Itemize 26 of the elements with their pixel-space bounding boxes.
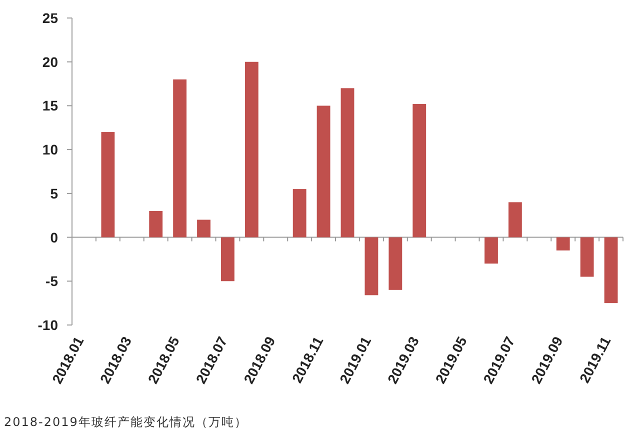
y-tick-label: -10 bbox=[38, 317, 58, 333]
y-tick-label: 20 bbox=[42, 54, 58, 70]
bar bbox=[340, 88, 354, 238]
y-tick-label: 5 bbox=[50, 185, 58, 202]
bar bbox=[580, 237, 594, 277]
bar bbox=[364, 237, 378, 296]
bar bbox=[173, 79, 187, 238]
y-tick-label: 10 bbox=[42, 142, 58, 158]
bar bbox=[556, 237, 570, 250]
y-tick-label: -5 bbox=[46, 273, 58, 290]
y-tick-label: 25 bbox=[42, 10, 58, 26]
bar bbox=[244, 62, 258, 238]
bar bbox=[197, 220, 210, 238]
bar bbox=[412, 104, 426, 238]
text: 2018-2019年玻纤产能变化情况（万吨） bbox=[4, 415, 248, 429]
bar bbox=[388, 237, 402, 290]
bar bbox=[484, 237, 498, 264]
y-tick-label: 15 bbox=[42, 98, 58, 114]
bar bbox=[316, 106, 330, 238]
bar bbox=[604, 237, 618, 304]
bar bbox=[292, 189, 306, 238]
bar bbox=[149, 210, 163, 238]
bar bbox=[221, 237, 234, 282]
bar bbox=[508, 202, 522, 238]
y-tick-label: 0 bbox=[50, 229, 58, 246]
bar bbox=[101, 132, 115, 238]
